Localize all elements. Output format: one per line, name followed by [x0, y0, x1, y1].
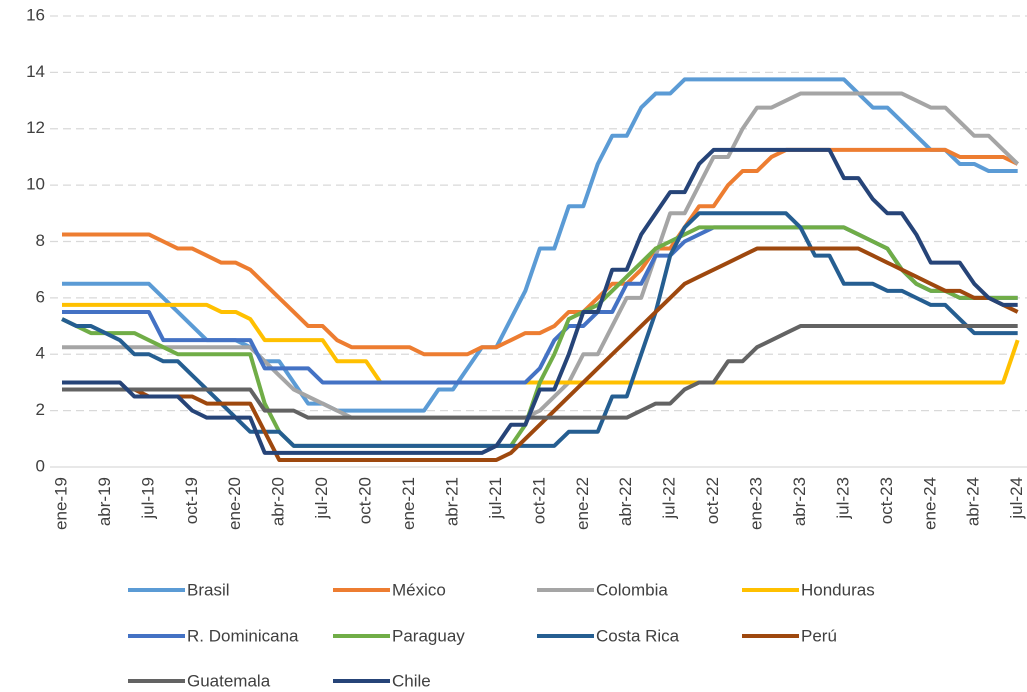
x-tick-label: oct-21 [529, 477, 548, 524]
legend-label: Guatemala [187, 671, 271, 690]
x-tick-label: jul-24 [1007, 477, 1026, 520]
x-tick-label: abr-19 [95, 477, 114, 526]
series-line [62, 147, 1018, 455]
x-tick-label: jul-21 [486, 477, 505, 520]
y-tick-label: 4 [36, 344, 45, 363]
legend-label: R. Dominicana [187, 626, 299, 645]
x-tick-label: abr-20 [269, 477, 288, 526]
legend-label: Chile [392, 671, 431, 690]
y-tick-label: 2 [36, 400, 45, 419]
y-tick-label: 14 [26, 62, 45, 81]
y-tick-label: 16 [26, 5, 45, 24]
series-line [62, 324, 1018, 420]
x-tick-label: jul-19 [138, 477, 157, 520]
x-tick-label: jul-22 [660, 477, 679, 520]
legend-label: México [392, 580, 446, 599]
x-tick-label: oct-19 [182, 477, 201, 524]
legend-label: Paraguay [392, 626, 465, 645]
x-tick-label: ene-23 [747, 477, 766, 530]
y-tick-label: 6 [36, 287, 45, 306]
x-tick-label: ene-21 [399, 477, 418, 530]
x-tick-label: ene-19 [51, 477, 70, 530]
y-tick-label: 0 [36, 456, 45, 475]
x-tick-label: abr-24 [964, 477, 983, 526]
series-line [62, 147, 1019, 357]
series-line [61, 225, 1018, 448]
x-tick-label: abr-21 [442, 477, 461, 526]
x-tick-label: oct-20 [356, 477, 375, 524]
x-tick-label: ene-24 [920, 477, 939, 530]
legend-label: Brasil [187, 580, 230, 599]
x-tick-label: ene-20 [225, 477, 244, 530]
x-tick-label: oct-23 [877, 477, 896, 524]
x-tick-label: oct-22 [703, 477, 722, 524]
x-tick-label: ene-22 [573, 477, 592, 530]
series-line [62, 91, 1020, 420]
legend-label: Perú [801, 626, 837, 645]
legend-label: Colombia [596, 580, 668, 599]
x-tick-label: jul-20 [312, 477, 331, 520]
y-tick-label: 10 [26, 175, 45, 194]
x-tick-label: abr-22 [616, 477, 635, 526]
legend-label: Costa Rica [596, 626, 680, 645]
y-tick-label: 8 [36, 231, 45, 250]
x-tick-label: abr-23 [790, 477, 809, 526]
legend-label: Honduras [801, 580, 875, 599]
y-tick-label: 12 [26, 118, 45, 137]
x-tick-label: jul-23 [833, 477, 852, 520]
series-line [62, 246, 1019, 462]
